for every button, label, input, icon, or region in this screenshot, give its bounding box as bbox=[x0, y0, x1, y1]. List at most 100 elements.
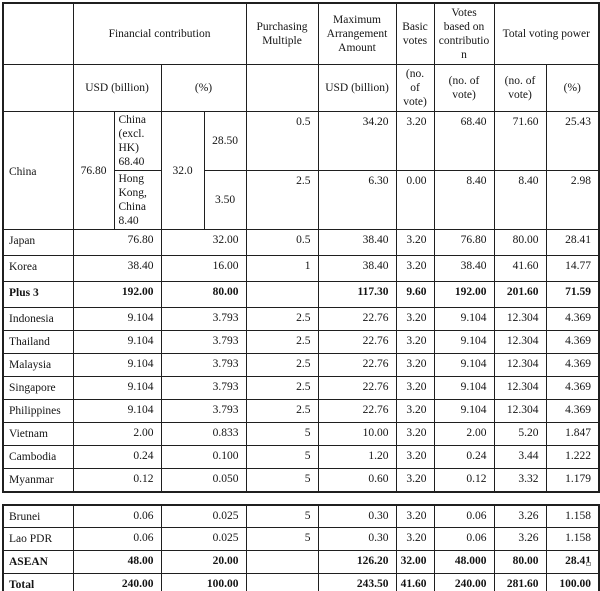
cell-pct: 20.00 bbox=[160, 550, 247, 575]
header-purchasing-multiple: Purchasing Multiple bbox=[245, 2, 319, 66]
cell-hong-kong-basic-votes: 0.00 bbox=[395, 170, 435, 231]
header-basic-votes: Basic votes bbox=[395, 2, 435, 66]
cell-contribution-votes: 2.00 bbox=[433, 422, 495, 447]
table-row: Cambodia 0.24 0.100 5 1.20 3.20 0.24 3.44 1.222 bbox=[2, 445, 600, 470]
header-financial-contribution: Financial contribution bbox=[72, 2, 247, 66]
header-usd-billion: USD (billion) bbox=[72, 64, 162, 113]
table-row: Total 240.00 100.00 243.50 41.60 240.00 281.60… bbox=[2, 573, 600, 591]
cell-contribution-votes: 9.104 bbox=[433, 353, 495, 378]
cell-multiple: 0.5 bbox=[245, 229, 319, 257]
cell-hong-kong-total-pct: 2.98 bbox=[545, 170, 600, 231]
row-label: Brunei bbox=[2, 504, 74, 529]
cell-pct: 0.050 bbox=[160, 468, 247, 493]
cell-pct: 3.793 bbox=[160, 307, 247, 332]
cell-pct: 0.833 bbox=[160, 422, 247, 447]
contribution-table-totals: Brunei 0.06 0.025 5 0.30 3.20 0.06 3.26 1.158 Lao… bbox=[2, 503, 600, 591]
cell-usd: 0.06 bbox=[72, 504, 162, 529]
cell-multiple: 5 bbox=[245, 527, 319, 552]
row-label: Singapore bbox=[2, 376, 74, 401]
cell-hong-kong-contribution-votes: 8.40 bbox=[433, 170, 495, 231]
cell-pct: 3.793 bbox=[160, 353, 247, 378]
cell-total-pct: 14.77 bbox=[545, 255, 600, 283]
cell-china-excl-hk-pct: 28.50 bbox=[203, 111, 247, 172]
cell-usd: 9.104 bbox=[72, 353, 162, 378]
cell-total-pct: 28.41 bbox=[545, 229, 600, 257]
cell-maa: 0.60 bbox=[317, 468, 397, 493]
cell-china-excl-hk-total-votes: 71.60 bbox=[493, 111, 547, 172]
cell-pct: 100.00 bbox=[160, 573, 247, 591]
header-blank-multiple bbox=[245, 64, 319, 113]
table-row: Malaysia 9.104 3.793 2.5 22.76 3.20 9.104 12.30… bbox=[2, 353, 600, 378]
table-row-hong-kong: Hong Kong, China 8.40 3.50 2.5 6.30 0.00… bbox=[3, 170, 600, 231]
cell-china-excl-hk-total-pct: 25.43 bbox=[545, 111, 600, 172]
cell-usd: 192.00 bbox=[72, 281, 162, 309]
cell-maa: 22.76 bbox=[317, 353, 397, 378]
cell-total-pct: 1.847 bbox=[545, 422, 600, 447]
header-tvp-percent-unit: (%) bbox=[545, 64, 600, 113]
cell-maa: 243.50 bbox=[317, 573, 397, 591]
row-label: Malaysia bbox=[2, 353, 74, 378]
cell-maa: 22.76 bbox=[317, 376, 397, 401]
cell-total-pct: 100.00 bbox=[545, 573, 600, 591]
header-blank-corner bbox=[2, 2, 74, 66]
cell-hong-kong-multiple: 2.5 bbox=[245, 170, 319, 231]
cell-multiple: 2.5 bbox=[245, 330, 319, 355]
table-row: Japan 76.80 32.00 0.5 38.40 3.20 76.80 80.00 28.… bbox=[2, 229, 600, 257]
header-blank-country bbox=[2, 64, 74, 113]
cell-contribution-votes: 192.00 bbox=[433, 281, 495, 309]
row-label: Indonesia bbox=[2, 307, 74, 332]
cell-maa: 0.30 bbox=[317, 527, 397, 552]
cell-basic-votes: 3.20 bbox=[395, 255, 435, 283]
cell-basic-votes: 3.20 bbox=[395, 353, 435, 378]
cell-total-votes: 12.304 bbox=[493, 353, 547, 378]
cell-pct: 3.793 bbox=[160, 399, 247, 424]
cell-usd: 38.40 bbox=[72, 255, 162, 283]
cell-usd: 0.06 bbox=[72, 527, 162, 552]
cell-multiple: 2.5 bbox=[245, 307, 319, 332]
cell-china-excl-hk-multiple: 0.5 bbox=[245, 111, 319, 172]
table-row: Vietnam 2.00 0.833 5 10.00 3.20 2.00 5.20 1.847 bbox=[2, 422, 600, 447]
cell-china-excl-hk-contribution-votes: 68.40 bbox=[433, 111, 495, 172]
cell-total-pct: 71.59 bbox=[545, 281, 600, 309]
cell-basic-votes: 3.20 bbox=[395, 376, 435, 401]
cell-maa: 22.76 bbox=[317, 399, 397, 424]
cell-total-votes: 201.60 bbox=[493, 281, 547, 309]
cell-pct: 0.025 bbox=[160, 504, 247, 529]
cell-total-votes: 41.60 bbox=[493, 255, 547, 283]
cell-multiple: 5 bbox=[245, 445, 319, 470]
cell-basic-votes: 3.20 bbox=[395, 504, 435, 529]
cell-multiple: 1 bbox=[245, 255, 319, 283]
table-row: Brunei 0.06 0.025 5 0.30 3.20 0.06 3.26 1.158 bbox=[2, 504, 600, 529]
cell-usd: 9.104 bbox=[72, 307, 162, 332]
row-label: Vietnam bbox=[2, 422, 74, 447]
cell-usd: 9.104 bbox=[72, 376, 162, 401]
table-row: Plus 3 192.00 80.00 117.30 9.60 192.00 201.60 7… bbox=[2, 281, 600, 309]
row-label: Philippines bbox=[2, 399, 74, 424]
cell-contribution-votes: 0.12 bbox=[433, 468, 495, 493]
cell-total-votes: 12.304 bbox=[493, 330, 547, 355]
header-maa-unit: USD (billion) bbox=[317, 64, 397, 113]
cell-basic-votes: 3.20 bbox=[395, 307, 435, 332]
cell-multiple bbox=[245, 281, 319, 309]
cell-total-votes: 3.26 bbox=[493, 504, 547, 529]
cell-maa: 1.20 bbox=[317, 445, 397, 470]
table-row: Korea 38.40 16.00 1 38.40 3.20 38.40 41.60 14.77 bbox=[2, 255, 600, 283]
cell-basic-votes: 41.60 bbox=[395, 573, 435, 591]
cell-hong-kong-total-votes: 8.40 bbox=[493, 170, 547, 231]
cell-pct: 80.00 bbox=[160, 281, 247, 309]
cell-maa: 0.30 bbox=[317, 504, 397, 529]
row-label: Myanmar bbox=[2, 468, 74, 493]
row-label: ASEAN bbox=[2, 550, 74, 575]
cell-total-votes: 80.00 bbox=[493, 229, 547, 257]
cell-total-pct: 1.158 bbox=[545, 504, 600, 529]
cell-pct: 3.793 bbox=[160, 330, 247, 355]
table-row-china-excl-hk: China 76.80 China (excl. HK) 68.40 32.0 … bbox=[2, 111, 600, 231]
cell-maa: 22.76 bbox=[317, 330, 397, 355]
table-row: Singapore 9.104 3.793 2.5 22.76 3.20 9.104 12.3… bbox=[2, 376, 600, 401]
cell-basic-votes: 3.20 bbox=[395, 445, 435, 470]
cell-contribution-votes: 38.40 bbox=[433, 255, 495, 283]
cell-maa: 126.20 bbox=[317, 550, 397, 575]
header-percent: (%) bbox=[160, 64, 247, 113]
header-tvp-votes-unit: (no. of vote) bbox=[493, 64, 547, 113]
header-basic-votes-unit: (no. of vote) bbox=[395, 64, 435, 113]
